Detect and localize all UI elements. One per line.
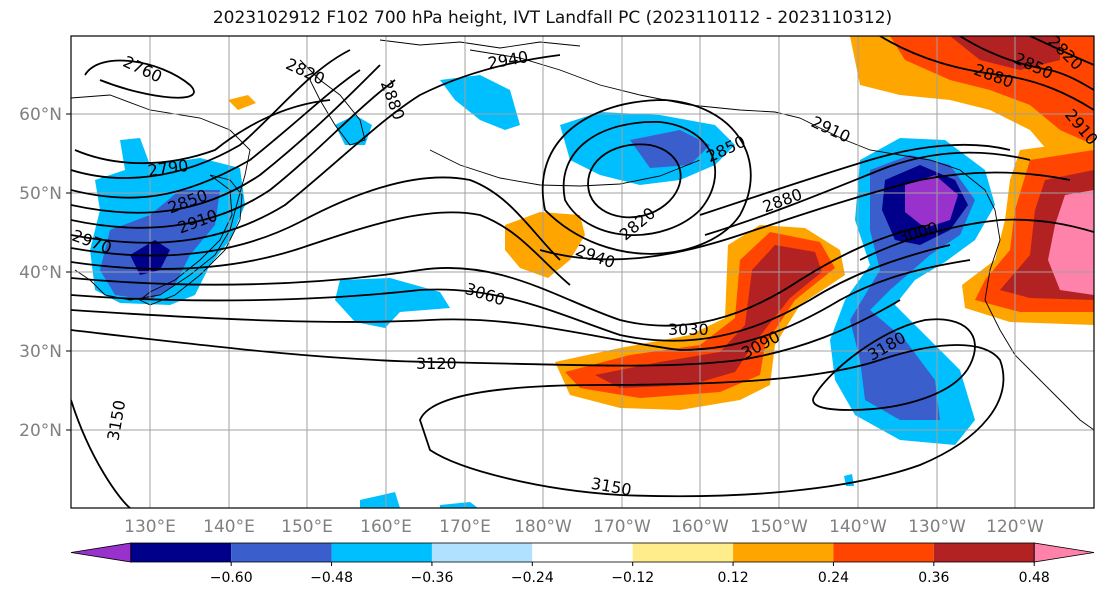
negative-anomaly-bering xyxy=(440,75,520,130)
colorbar: −0.60 −0.48 −0.36 −0.24 −0.12 0.12 0.24 0.36 0.4… xyxy=(70,542,1095,586)
lon-label: 130°W xyxy=(908,517,966,537)
contour-ne-2 xyxy=(959,36,1094,91)
contour-3000-west xyxy=(71,211,571,286)
contour-3030 xyxy=(71,224,931,327)
contour-east-2940 xyxy=(539,171,1071,261)
lon-label: 150°E xyxy=(281,517,333,537)
positive-anomaly-us-west-pink xyxy=(1048,190,1094,295)
lat-label: 40°N xyxy=(19,263,62,283)
lon-label: 150°W xyxy=(750,517,808,537)
contour-2820 xyxy=(71,49,351,179)
contour-2910-west xyxy=(71,79,396,229)
colorbar-swatch xyxy=(231,543,332,562)
colorbar-swatch xyxy=(431,543,533,562)
contour-low-center xyxy=(587,143,682,219)
negative-anomaly-bottom-2 xyxy=(440,502,478,508)
colorbar-tick-label: −0.12 xyxy=(611,570,654,586)
contour-label: 3030 xyxy=(668,320,709,339)
contour-label: 3120 xyxy=(416,354,457,373)
lon-label: 160°W xyxy=(671,517,729,537)
colorbar-tick-label: 0.48 xyxy=(1019,570,1050,586)
colorbar-tick-label: −0.24 xyxy=(511,570,554,586)
contour-3060 xyxy=(71,244,951,342)
tick-marks xyxy=(66,113,71,431)
contour-low-ring-2 xyxy=(562,121,716,236)
positive-anomaly-small xyxy=(228,95,256,110)
coast-arctic xyxy=(379,39,581,49)
contour-ne-1 xyxy=(879,36,1094,111)
lon-label: 170°W xyxy=(593,517,651,537)
lon-label: 170°E xyxy=(439,517,491,537)
contour-east-3000 xyxy=(859,218,1094,261)
colorbar-swatch xyxy=(130,543,232,562)
contour-east-2880 xyxy=(699,143,1011,216)
contour-2970-west xyxy=(71,176,561,261)
contour-2850-west xyxy=(71,69,361,199)
positive-anomaly-subtropical-core xyxy=(595,245,822,388)
lon-label: 160°E xyxy=(360,517,412,537)
contour-3120 xyxy=(71,299,901,367)
lon-label: 140°E xyxy=(203,517,255,537)
colorbar-tick-label: −0.60 xyxy=(210,570,253,586)
positive-anomaly-canada-core xyxy=(950,36,1060,70)
colorbar-swatch xyxy=(632,543,734,562)
colorbar-tick-label: 0.36 xyxy=(918,570,949,586)
contour-3150 xyxy=(71,344,1005,508)
lon-label: 120°W xyxy=(986,517,1044,537)
lat-label: 20°N xyxy=(19,421,62,441)
contour-low-ring-3 xyxy=(541,99,752,255)
lat-label: 50°N xyxy=(19,184,62,204)
colorbar-outline xyxy=(130,542,1035,563)
coast-japan xyxy=(139,174,243,306)
map-title: 2023102912 F102 700 hPa height, IVT Land… xyxy=(212,8,893,28)
coast-kamchatka xyxy=(299,59,366,146)
colorbar-extend-low xyxy=(70,542,132,563)
contour-2790 xyxy=(74,99,331,165)
colorbar-swatch xyxy=(532,543,633,562)
colorbar-swatch xyxy=(733,543,834,562)
longitude-labels: 130°E 140°E 150°E 160°E 170°E 180°W 170°… xyxy=(124,517,1044,537)
coast-north-america xyxy=(984,209,1094,431)
colorbar-tick-label: 0.24 xyxy=(818,570,849,586)
contour-3180 xyxy=(812,318,976,411)
lon-label: 140°W xyxy=(829,517,887,537)
colorbar-swatch xyxy=(833,543,934,562)
graticule xyxy=(71,36,1094,508)
lon-label: 130°E xyxy=(124,517,176,537)
latitude-labels: 60°N 50°N 40°N 30°N 20°N xyxy=(19,105,62,441)
contour-ne-3 xyxy=(1029,36,1094,66)
colorbar-swatch xyxy=(933,543,1035,562)
height-contours xyxy=(71,36,1094,508)
coast-aleutians xyxy=(429,149,701,187)
contour-2880-west xyxy=(71,64,381,214)
lat-label: 60°N xyxy=(19,105,62,125)
colorbar-tick-label: −0.36 xyxy=(410,570,453,586)
lon-label: 180°W xyxy=(514,517,572,537)
colorbar-extend-high xyxy=(1033,542,1095,563)
colorbar-tick-label: 0.12 xyxy=(717,570,748,586)
coast-alaska xyxy=(469,49,996,211)
negative-anomaly-bottom xyxy=(360,492,400,508)
negative-anomaly-gulf-alaska-core xyxy=(630,130,710,168)
colorbar-swatch xyxy=(331,543,432,562)
negative-anomaly-east-core xyxy=(905,175,958,228)
contour-3090 xyxy=(71,259,971,351)
contour-2940-west xyxy=(71,54,561,244)
contour-east-2910 xyxy=(704,151,1031,236)
lat-label: 30°N xyxy=(19,342,62,362)
colorbar-tick-label: −0.48 xyxy=(310,570,353,586)
contour-2760 xyxy=(84,59,195,99)
